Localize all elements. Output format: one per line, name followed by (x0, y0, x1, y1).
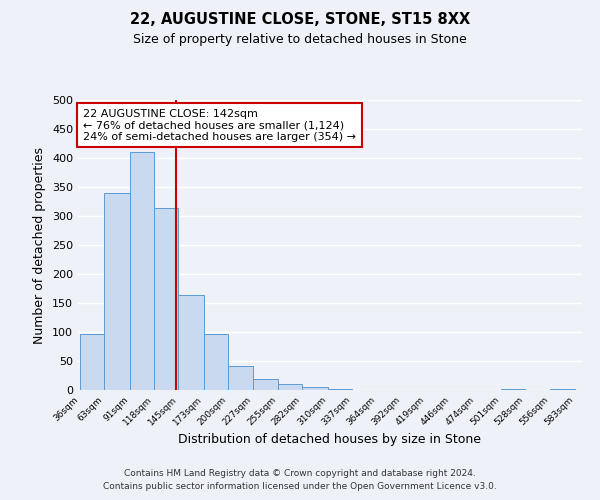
Y-axis label: Number of detached properties: Number of detached properties (34, 146, 46, 344)
Text: Contains HM Land Registry data © Crown copyright and database right 2024.: Contains HM Land Registry data © Crown c… (124, 468, 476, 477)
Bar (328, 389, 352, 390)
Text: Contains public sector information licensed under the Open Government Licence v3: Contains public sector information licen… (103, 482, 497, 491)
Text: 22, AUGUSTINE CLOSE, STONE, ST15 8XX: 22, AUGUSTINE CLOSE, STONE, ST15 8XX (130, 12, 470, 28)
Bar (550, 389, 575, 390)
Bar (154, 208, 178, 390)
Bar (204, 334, 228, 390)
Bar (228, 366, 253, 390)
Bar (500, 389, 525, 390)
Bar (278, 384, 302, 390)
Bar (302, 387, 328, 390)
Bar (178, 296, 204, 390)
Text: Size of property relative to detached houses in Stone: Size of property relative to detached ho… (133, 32, 467, 46)
Bar (104, 193, 130, 390)
Bar (80, 334, 104, 390)
X-axis label: Distribution of detached houses by size in Stone: Distribution of detached houses by size … (179, 432, 482, 446)
Bar (130, 152, 154, 390)
Bar (253, 379, 278, 390)
Text: 22 AUGUSTINE CLOSE: 142sqm
← 76% of detached houses are smaller (1,124)
24% of s: 22 AUGUSTINE CLOSE: 142sqm ← 76% of deta… (83, 108, 356, 142)
